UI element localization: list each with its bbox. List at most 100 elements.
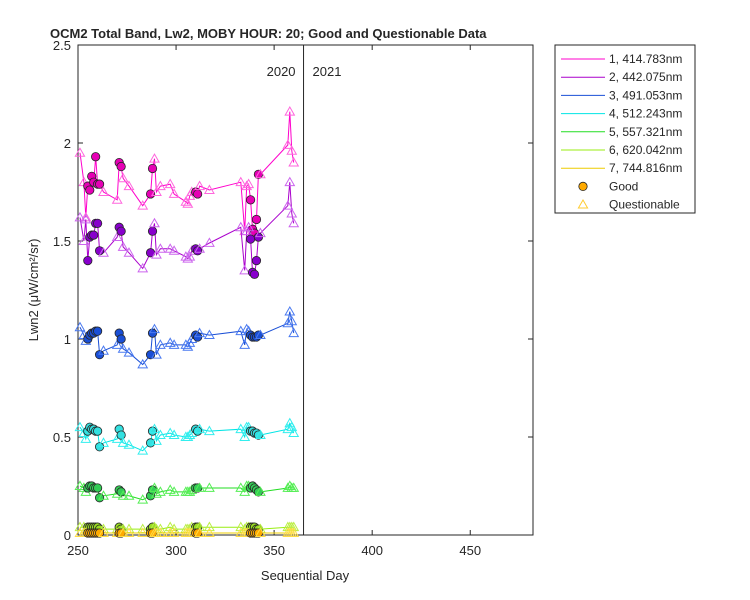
legend-entry: 6, 620.042nm — [609, 143, 682, 157]
axis-ticks: 250 300 350 400 450 0 0.5 1 1.5 2 2.5 — [53, 38, 533, 558]
questionable-point — [203, 527, 215, 537]
x-tick-label: 350 — [263, 543, 285, 558]
good-point — [145, 438, 156, 448]
legend-entry: 3, 491.053nm — [609, 88, 682, 102]
questionable-point — [243, 221, 255, 232]
questionable-point — [150, 349, 162, 359]
questionable-point — [117, 490, 129, 500]
questionable-point — [203, 237, 215, 247]
legend-questionable-label: Questionable — [609, 198, 680, 212]
questionable-point — [282, 200, 294, 210]
good-point — [249, 269, 260, 279]
series-5 — [74, 480, 300, 504]
y-tick-label: 1 — [64, 332, 71, 347]
questionable-point — [286, 315, 298, 326]
questionable-point — [80, 433, 92, 443]
good-point — [93, 426, 103, 436]
questionable-point — [149, 153, 160, 163]
questionable-point — [117, 437, 129, 447]
x-tick-label: 250 — [67, 543, 89, 558]
good-point — [85, 185, 95, 195]
questionable-point — [98, 527, 109, 537]
questionable-point — [254, 486, 266, 496]
x-tick-label: 400 — [361, 543, 383, 558]
questionable-point — [164, 178, 176, 189]
questionable-point — [194, 482, 206, 492]
questionable-point — [149, 423, 160, 434]
questionable-point — [137, 358, 149, 369]
questionable-point — [180, 196, 192, 206]
questionable-point — [80, 213, 92, 224]
questionable-point — [74, 147, 86, 157]
questionable-point — [168, 486, 180, 496]
good-point — [193, 246, 203, 256]
questionable-point — [286, 207, 298, 218]
questionable-point — [286, 421, 298, 432]
questionable-point — [168, 245, 180, 255]
questionable-point — [149, 217, 160, 228]
good-point — [116, 226, 126, 236]
questionable-point — [74, 321, 86, 332]
questionable-point — [137, 527, 149, 537]
legend-entry: 2, 442.075nm — [609, 70, 682, 84]
questionable-point — [98, 490, 109, 500]
questionable-point — [150, 249, 162, 259]
legend-good-label: Good — [609, 179, 638, 193]
questionable-point — [254, 329, 266, 340]
questionable-point — [98, 186, 109, 196]
questionable-point — [154, 527, 166, 537]
y-tick-label: 2 — [64, 136, 71, 151]
questionable-point — [286, 145, 298, 155]
questionable-point — [284, 176, 296, 187]
questionable-point — [239, 431, 251, 441]
legend-entry: 1, 414.783nm — [609, 52, 682, 66]
questionable-point — [254, 527, 266, 537]
questionable-point — [123, 527, 135, 537]
questionable-point — [137, 262, 149, 273]
good-point — [147, 163, 158, 174]
questionable-point — [123, 490, 135, 500]
good-point — [251, 255, 262, 266]
year-label-left: 2020 — [267, 64, 296, 79]
questionable-point — [168, 339, 180, 349]
chart-title: OCM2 Total Band, Lw2, MOBY HOUR: 20; Goo… — [50, 26, 487, 41]
y-tick-label: 2.5 — [53, 38, 71, 53]
questionable-point — [288, 156, 300, 167]
questionable-point — [98, 345, 109, 355]
y-axis-label: Lwn2 (μW/cm²/sr) — [26, 239, 41, 342]
questionable-point — [288, 327, 300, 338]
questionable-point — [243, 178, 255, 189]
legend-questionable-marker — [577, 198, 589, 209]
questionable-point — [203, 184, 215, 194]
questionable-point — [194, 423, 206, 434]
questionable-point — [194, 243, 206, 253]
questionable-point — [137, 494, 149, 504]
questionable-point — [284, 106, 296, 116]
questionable-point — [150, 435, 162, 445]
series-layer — [74, 106, 300, 538]
legend: 1, 414.783nm 2, 442.075nm 3, 491.053nm 4, 5… — [554, 44, 696, 214]
questionable-point — [78, 235, 90, 245]
questionable-point — [282, 423, 294, 434]
questionable-point — [123, 439, 135, 449]
questionable-point — [239, 339, 251, 349]
x-tick-label: 450 — [459, 543, 481, 558]
x-tick-label: 300 — [165, 543, 187, 558]
questionable-point — [111, 231, 123, 242]
legend-entry: 5, 557.321nm — [609, 125, 682, 139]
legend-entry: 7, 744.816nm — [609, 161, 682, 175]
good-point — [147, 426, 158, 436]
legend-box — [554, 44, 696, 214]
good-point — [83, 255, 93, 266]
good-point — [245, 195, 256, 205]
questionable-point — [149, 482, 160, 492]
good-point — [91, 152, 101, 162]
questionable-point — [239, 264, 251, 275]
x-axis-label: Sequential Day — [261, 568, 350, 583]
legend-entry: 4, 512.243nm — [609, 107, 682, 121]
questionable-point — [203, 482, 215, 492]
y-tick-label: 0 — [64, 528, 71, 543]
questionable-point — [150, 186, 162, 196]
questionable-point — [154, 486, 166, 496]
